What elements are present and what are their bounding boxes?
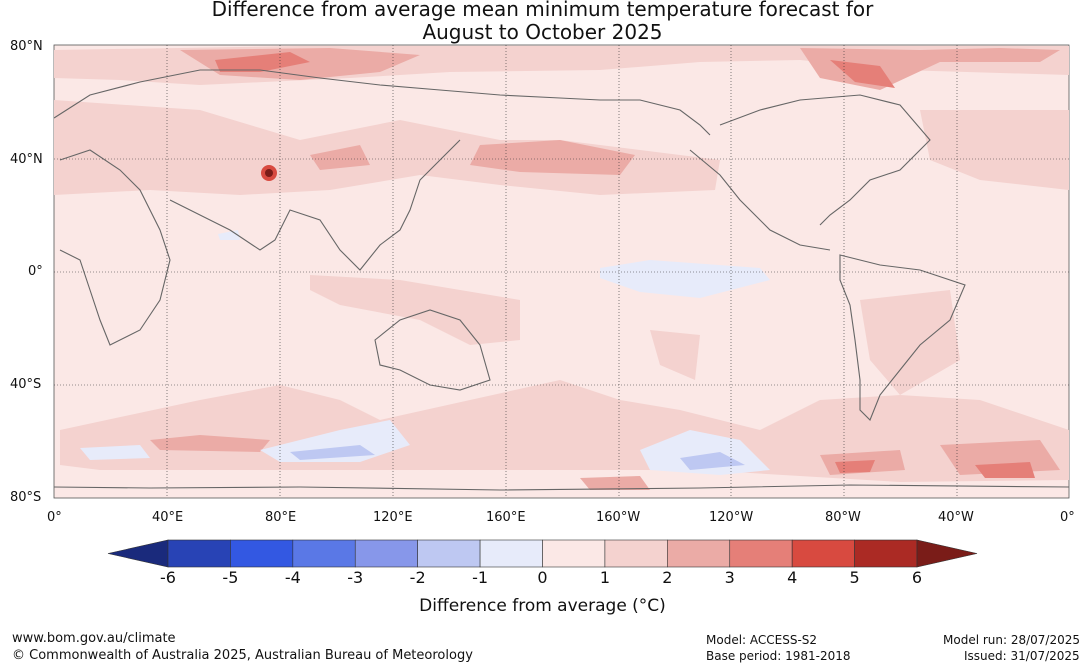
- colorbar: [107, 539, 978, 568]
- lon-label-40w: 40°W: [938, 510, 974, 525]
- footer-model-run: Model run: 28/07/2025: [943, 633, 1081, 647]
- footer-copyright: © Commonwealth of Australia 2025, Austra…: [12, 648, 473, 663]
- colorbar-tick-label: 6: [911, 568, 923, 587]
- lon-label-80e: 80°E: [265, 510, 297, 525]
- graticule: [54, 45, 1069, 498]
- lon-label-160e: 160°E: [486, 510, 526, 525]
- lat-label-40s: 40°S: [10, 377, 42, 392]
- colorbar-segment: [230, 539, 294, 568]
- colorbar-tick-label: -3: [347, 568, 364, 587]
- colorbar-segment: [292, 539, 356, 568]
- lat-label-80s: 80°S: [10, 490, 42, 505]
- lat-label-0: 0°: [28, 264, 43, 279]
- lon-label-160w: 160°W: [596, 510, 641, 525]
- map-panel: [53, 44, 1070, 499]
- lat-label-40n: 40°N: [10, 152, 43, 167]
- lon-label-40e: 40°E: [152, 510, 184, 525]
- colorbar-over-triangle: [916, 539, 978, 568]
- colorbar-under-triangle: [107, 539, 169, 568]
- colorbar-segment: [729, 539, 793, 568]
- colorbar-tick-label: -2: [409, 568, 426, 587]
- colorbar-segment: [417, 539, 481, 568]
- colorbar-segment: [354, 539, 418, 568]
- footer-url: www.bom.gov.au/climate: [12, 631, 176, 646]
- footer-model: Model: ACCESS-S2: [706, 633, 818, 647]
- colorbar-tick-label: 2: [662, 568, 673, 587]
- colorbar-tick-label: -4: [284, 568, 301, 587]
- lat-label-80n: 80°N: [10, 39, 43, 54]
- colorbar-segment: [854, 539, 918, 568]
- colorbar-tick-label: -6: [160, 568, 176, 587]
- colorbar-segment: [604, 539, 668, 568]
- colorbar-tick-label: 1: [599, 568, 610, 587]
- colorbar-tick-label: 3: [724, 568, 735, 587]
- footer-base-period: Base period: 1981-2018: [706, 649, 851, 663]
- colorbar-label: Difference from average (°C): [419, 596, 666, 616]
- colorbar-tick-label: 0: [537, 568, 548, 587]
- colorbar-segment: [167, 539, 231, 568]
- colorbar-segment: [667, 539, 731, 568]
- lon-label-120e: 120°E: [373, 510, 413, 525]
- map-title-line2: August to October 2025: [422, 20, 663, 44]
- footer-issued: Issued: 31/07/2025: [964, 649, 1080, 663]
- lon-label-80w: 80°W: [825, 510, 861, 525]
- lon-label-120w: 120°W: [709, 510, 754, 525]
- colorbar-segment: [479, 539, 543, 568]
- coastlines: [53, 69, 1070, 491]
- colorbar-tick-label: -5: [222, 568, 239, 587]
- lon-label-0-left: 0°: [47, 510, 62, 525]
- colorbar-segment: [791, 539, 855, 568]
- colorbar-tick-label: 5: [849, 568, 860, 587]
- colorbar-segment: [542, 539, 606, 568]
- lon-label-0-right: 0°: [1060, 510, 1075, 525]
- map-title-line1: Difference from average mean minimum tem…: [211, 0, 874, 21]
- colorbar-tick-label: 4: [787, 568, 798, 587]
- colorbar-tick-label: -1: [472, 568, 489, 587]
